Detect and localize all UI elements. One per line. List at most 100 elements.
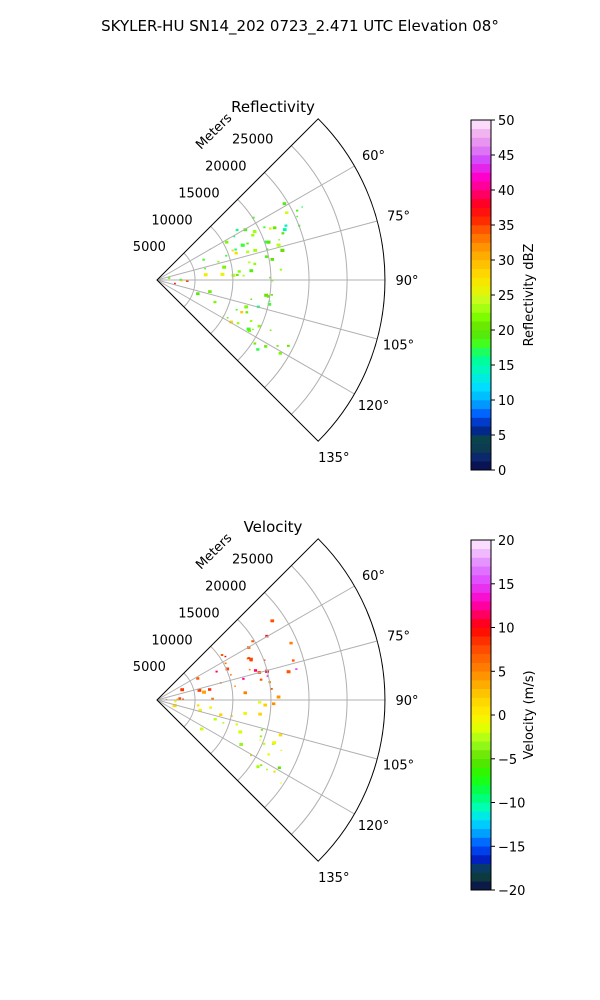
echo-cell [208,290,273,309]
echo-pixel [271,279,274,282]
colorbar-tick-label: 30 [498,254,515,269]
echo-pixel [269,329,272,331]
echo-pixel [301,206,303,208]
echo-pixel [269,276,271,279]
echo-cell [174,282,176,285]
echo-pixel [266,675,269,677]
echo-pixel [279,268,283,271]
echo-pixel [272,741,277,745]
echo-cell [217,226,285,263]
radial-tick-label: 5000 [133,660,166,675]
echo-pixel [222,315,224,317]
echo-pixel [258,712,262,716]
echo-pixel [237,270,241,273]
echo-pixel [270,688,273,690]
echo-pixel [213,718,217,721]
colorbar-tick-label: 40 [498,184,515,199]
echo-pixel [276,243,281,247]
echo-pixel [235,309,238,311]
echo-pixel [222,722,225,724]
echo-pixel [208,290,212,293]
echo-pixel [224,662,227,665]
echo-pixel [264,293,269,297]
echo-pixel [253,669,258,672]
echo-pixel [243,691,247,695]
colorbar-segment [471,120,491,130]
echo-pixel [174,700,177,703]
colorbar-segment [471,846,491,856]
azimuth-gridline [156,220,378,281]
colorbar-segment [471,190,491,200]
polar-frame [156,538,386,862]
colorbar-segment [471,583,491,593]
colorbar-segment [471,776,491,786]
azimuth-gridline [156,279,378,340]
colorbar-segment [471,575,491,585]
colorbar-tick-label: 5 [498,665,506,680]
echo-pixel [253,342,257,345]
echo-pixel [259,739,261,741]
echo-pixel [178,697,182,700]
echo-pixel [251,233,255,237]
azimuth-tick-label: 105° [383,339,414,354]
echo-pixel [272,702,276,706]
colorbar-segment [471,811,491,821]
colorbar-segment [471,417,491,427]
panel-title: Velocity [244,518,303,536]
colorbar-segment [471,216,491,226]
echo-pixel [278,351,283,355]
echo-pixel [296,209,299,212]
polar-frame [156,118,386,442]
echo-pixel [253,248,258,252]
colorbar-segment [471,426,491,436]
echo-pixel [174,282,176,285]
echo-pixel [263,659,266,661]
echo-pixel [286,670,291,674]
radial-tick-label: 5000 [133,240,166,255]
colorbar-segment [471,750,491,760]
colorbar-segment [471,137,491,147]
colorbar-segment [471,128,491,138]
colorbar-segment [471,391,491,401]
echo-pixel [252,216,255,219]
radial-tick-label: 25000 [232,553,273,568]
colorbar-segment [471,242,491,252]
echo-pixel [225,254,228,257]
echo-pixel [199,727,204,731]
echo-cell [185,279,189,282]
colorbar-segment [471,303,491,313]
echo-cell [285,211,289,214]
echo-cell [215,657,258,680]
colorbar-segment [471,671,491,681]
colorbar-segment [471,601,491,611]
colorbar-segment [471,233,491,243]
colorbar-segment [471,312,491,322]
colorbar-tick-label: 20 [498,534,515,549]
colorbar-segment [471,365,491,375]
echo-pixel [253,262,257,265]
radial-tick-label: 15000 [178,606,219,621]
echo-pixel [278,239,280,241]
echo-pixel [246,242,249,245]
echo-pixel [233,235,236,238]
colorbar-tick-label: −5 [498,753,517,768]
azimuth-gridline [156,165,355,281]
colorbar-segment [471,662,491,672]
echo-pixel [251,640,254,643]
colorbar-segment [471,277,491,287]
echo-pixel [219,713,223,716]
echo-pixel [278,733,283,737]
echo-cell [196,292,290,348]
echo-pixel [213,300,217,304]
echo-pixel [180,688,184,692]
echo-cell [222,311,244,324]
echo-pixel [250,298,253,300]
azimuth-tick-label: 75° [387,629,410,644]
echo-cell [167,248,285,282]
echo-pixel [280,782,282,784]
colorbar-segment [471,688,491,698]
colorbar-tick-label: −10 [498,797,525,812]
echo-cell [266,668,298,677]
echo-pixel [208,688,212,691]
echo-pixel [281,232,285,235]
